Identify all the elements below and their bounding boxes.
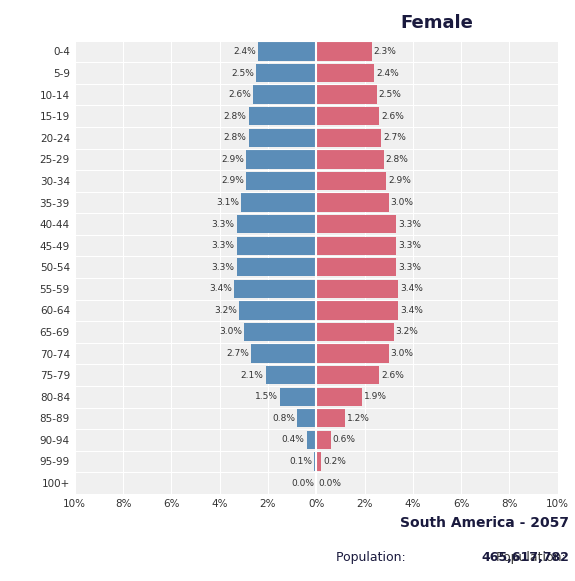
- Text: 2.9%: 2.9%: [221, 155, 244, 164]
- Bar: [251, 345, 316, 363]
- Bar: [239, 301, 316, 320]
- Bar: [244, 323, 316, 341]
- Text: 0.6%: 0.6%: [333, 435, 356, 444]
- Text: 3.1%: 3.1%: [216, 198, 239, 207]
- Text: 3.3%: 3.3%: [212, 241, 235, 250]
- Bar: [258, 42, 316, 60]
- Bar: [316, 409, 345, 428]
- Text: 0.1%: 0.1%: [289, 457, 312, 466]
- Bar: [316, 452, 321, 471]
- Text: 3.0%: 3.0%: [390, 349, 413, 358]
- Text: 2.6%: 2.6%: [381, 371, 404, 379]
- Text: 465,617,782: 465,617,782: [481, 551, 569, 564]
- Bar: [256, 64, 316, 82]
- Text: 3.3%: 3.3%: [212, 220, 235, 228]
- Text: 1.9%: 1.9%: [364, 392, 387, 401]
- Text: 3.3%: 3.3%: [212, 263, 235, 272]
- Text: 2.3%: 2.3%: [374, 47, 397, 56]
- Bar: [316, 107, 379, 125]
- Bar: [316, 150, 384, 168]
- Text: 2.9%: 2.9%: [221, 177, 244, 185]
- Text: 2.4%: 2.4%: [233, 47, 256, 56]
- Text: 2.8%: 2.8%: [386, 155, 409, 164]
- Text: 2.7%: 2.7%: [226, 349, 249, 358]
- Text: 3.0%: 3.0%: [390, 198, 413, 207]
- Text: 3.2%: 3.2%: [214, 306, 237, 315]
- Text: 2.5%: 2.5%: [378, 90, 401, 99]
- Text: 3.3%: 3.3%: [398, 220, 421, 228]
- Bar: [316, 85, 377, 104]
- Bar: [316, 279, 398, 298]
- Text: 1.5%: 1.5%: [255, 392, 278, 401]
- Bar: [316, 193, 389, 211]
- Text: Population:: Population:: [336, 551, 409, 564]
- Text: PopulationPyramid.net: PopulationPyramid.net: [34, 548, 196, 561]
- Text: South America - 2057: South America - 2057: [400, 516, 569, 530]
- Bar: [316, 128, 381, 147]
- Bar: [280, 388, 316, 406]
- Text: 2.5%: 2.5%: [231, 69, 254, 77]
- Text: 2.9%: 2.9%: [388, 177, 411, 185]
- Bar: [316, 258, 396, 277]
- Text: 3.4%: 3.4%: [400, 284, 423, 293]
- Bar: [316, 172, 386, 190]
- Bar: [316, 215, 396, 233]
- Text: 3.0%: 3.0%: [219, 328, 242, 336]
- Bar: [236, 236, 316, 255]
- Bar: [248, 128, 316, 147]
- Bar: [236, 258, 316, 277]
- Text: 0.8%: 0.8%: [272, 414, 295, 423]
- Text: 0.0%: 0.0%: [318, 479, 341, 487]
- Bar: [254, 85, 316, 104]
- Bar: [316, 345, 389, 363]
- Bar: [316, 301, 398, 320]
- Text: 3.4%: 3.4%: [400, 306, 423, 315]
- Text: Population:: Population:: [496, 551, 569, 564]
- Bar: [316, 64, 374, 82]
- Bar: [316, 366, 379, 385]
- Text: 2.6%: 2.6%: [229, 90, 251, 99]
- Text: Female: Female: [401, 13, 473, 31]
- Text: 3.2%: 3.2%: [396, 328, 419, 336]
- Text: 2.4%: 2.4%: [376, 69, 399, 77]
- Text: 0.0%: 0.0%: [292, 479, 315, 487]
- Text: 0.2%: 0.2%: [323, 457, 346, 466]
- Bar: [242, 193, 316, 211]
- Text: 2.8%: 2.8%: [224, 112, 247, 121]
- Text: 2.8%: 2.8%: [224, 133, 247, 142]
- Text: 1.2%: 1.2%: [347, 414, 370, 423]
- Text: 3.4%: 3.4%: [209, 284, 232, 293]
- Text: 2.7%: 2.7%: [384, 133, 407, 142]
- Bar: [246, 150, 316, 168]
- Text: 3.3%: 3.3%: [398, 241, 421, 250]
- Bar: [316, 431, 331, 449]
- Bar: [316, 236, 396, 255]
- Bar: [246, 172, 316, 190]
- Bar: [316, 42, 372, 60]
- Bar: [306, 431, 316, 449]
- Bar: [234, 279, 316, 298]
- Bar: [316, 323, 393, 341]
- Text: 2.1%: 2.1%: [241, 371, 263, 379]
- Bar: [266, 366, 316, 385]
- Text: 2.6%: 2.6%: [381, 112, 404, 121]
- Bar: [236, 215, 316, 233]
- Bar: [316, 388, 362, 406]
- Bar: [314, 452, 316, 471]
- Text: 3.3%: 3.3%: [398, 263, 421, 272]
- Bar: [297, 409, 316, 428]
- Bar: [248, 107, 316, 125]
- Text: 0.4%: 0.4%: [282, 435, 305, 444]
